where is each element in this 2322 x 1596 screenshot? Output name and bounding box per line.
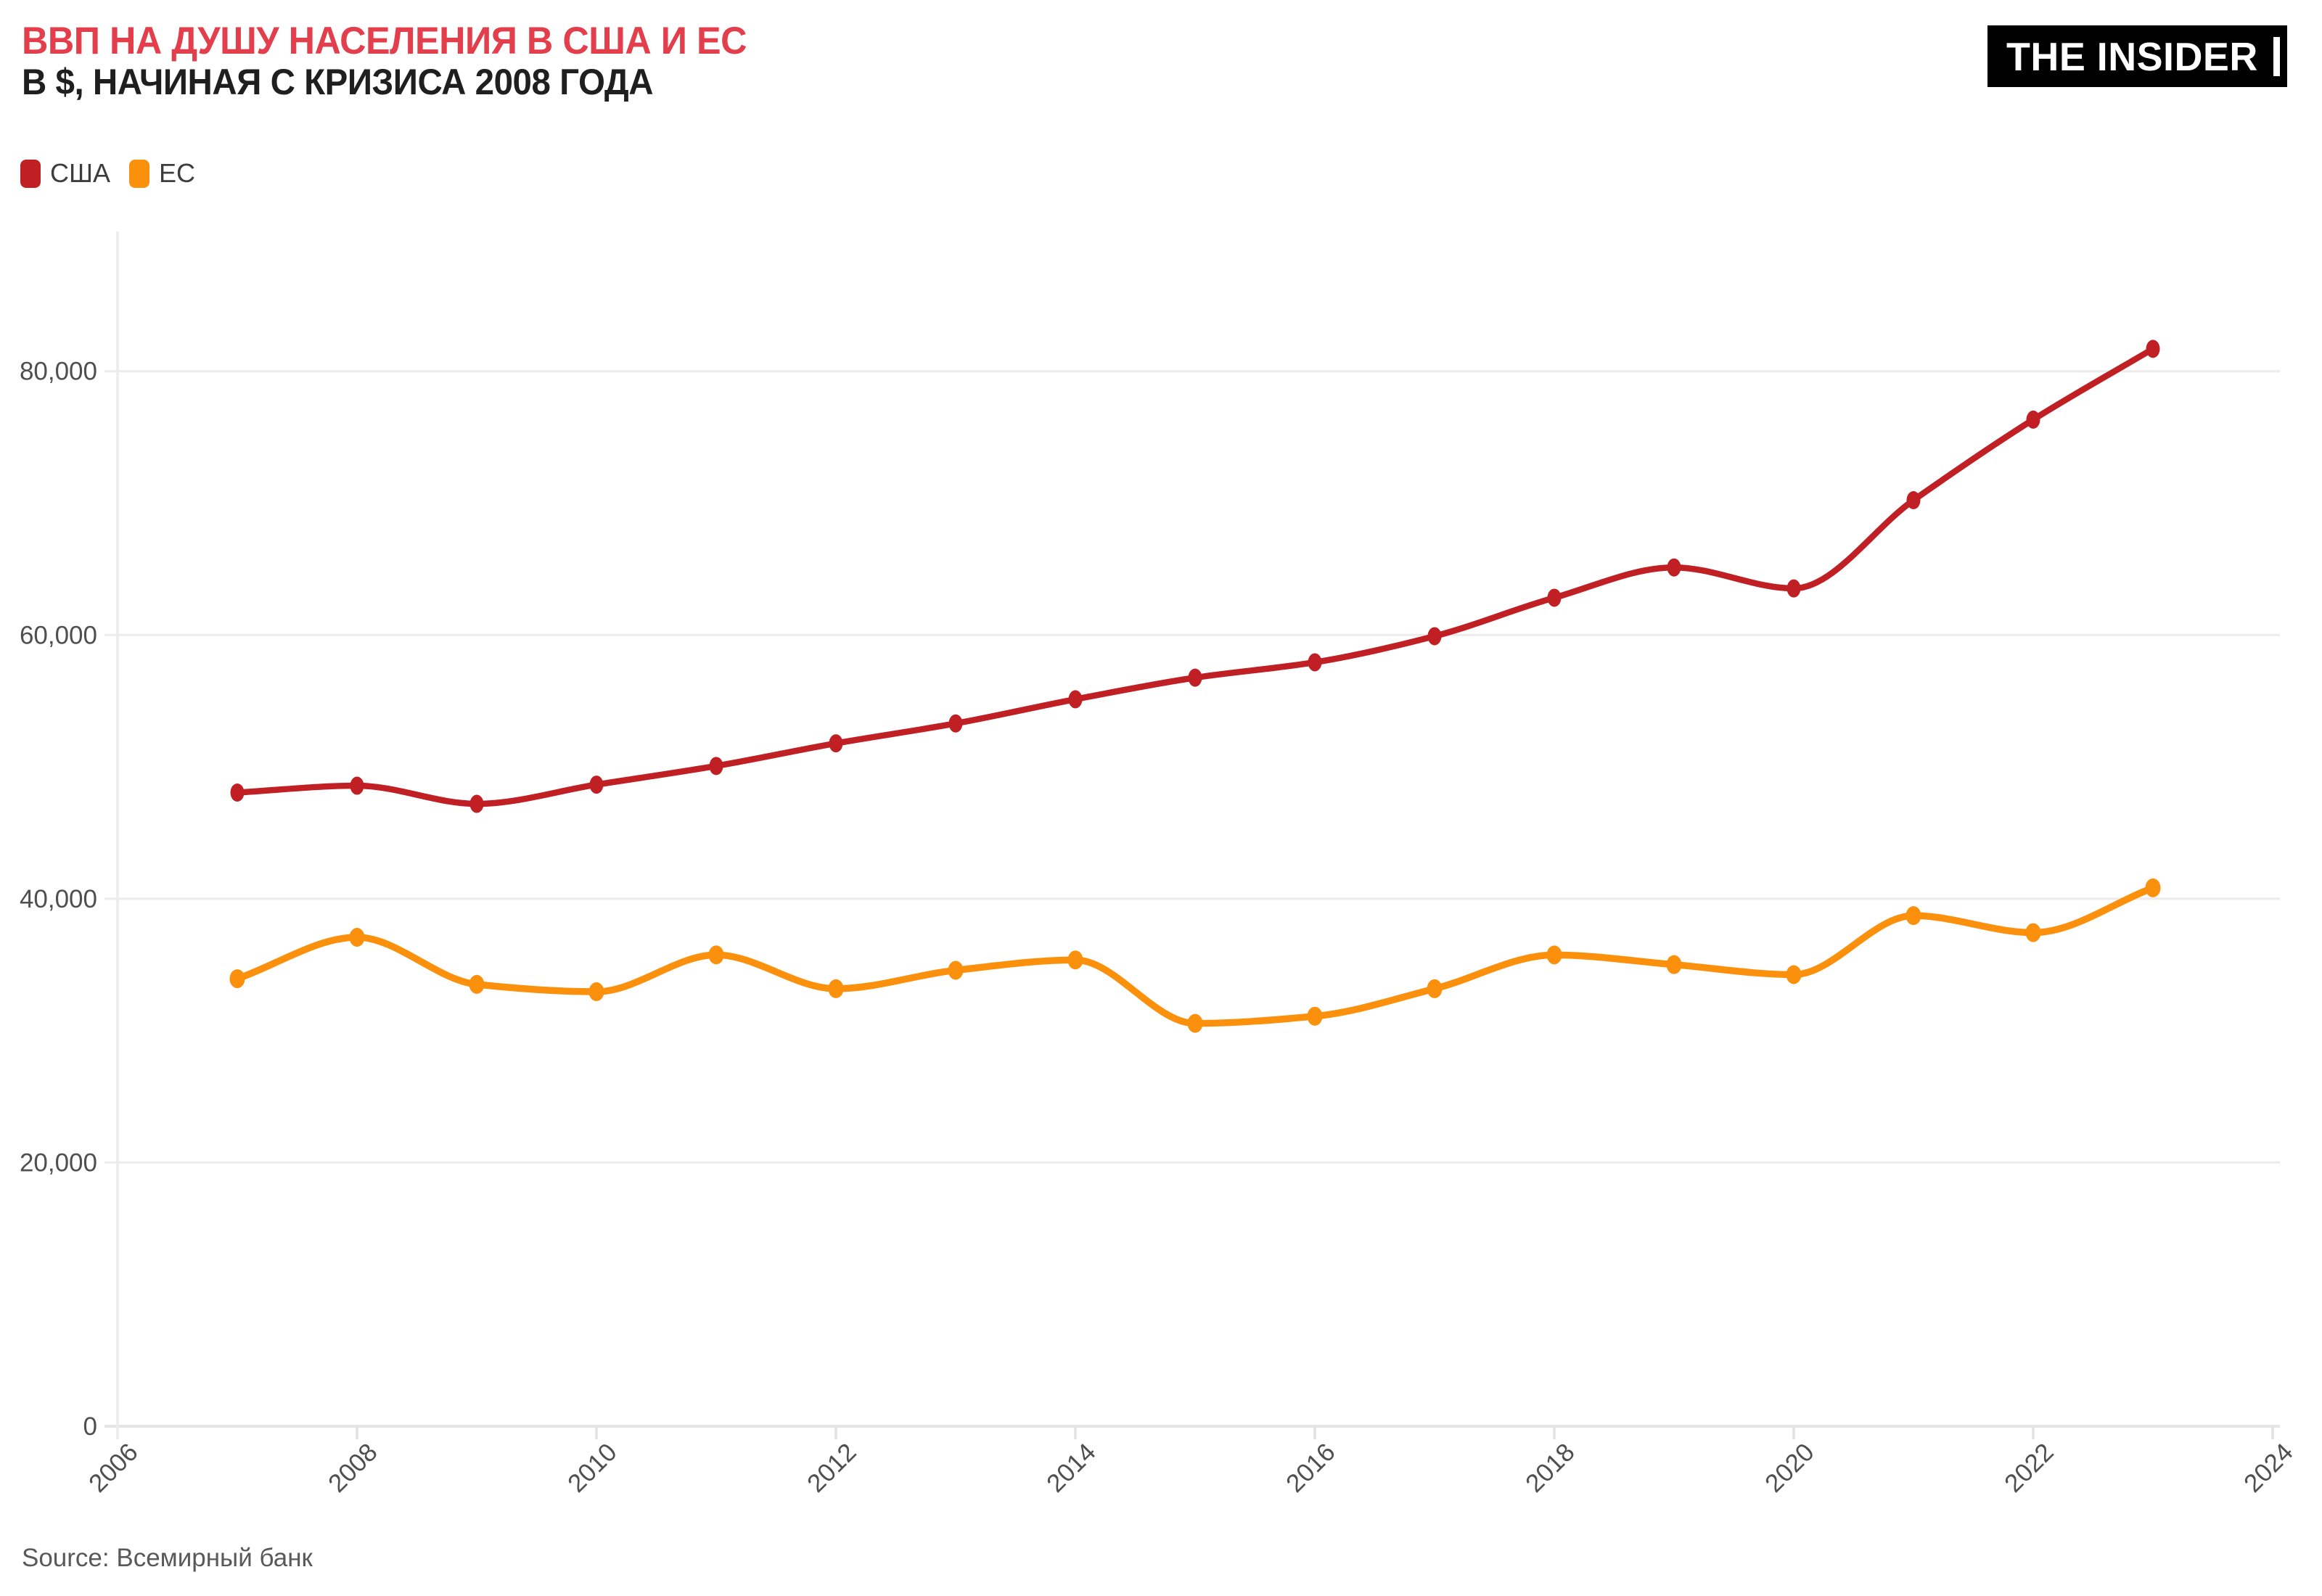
data-point-eu	[229, 969, 245, 989]
legend-label-eu: ЕС	[159, 158, 196, 188]
data-point-usa	[2146, 340, 2160, 358]
data-point-eu	[1786, 965, 1802, 984]
data-point-usa	[1427, 627, 1442, 646]
logo-text: THE INSIDER	[2006, 33, 2258, 79]
data-point-usa	[829, 734, 843, 753]
data-point-usa	[2026, 410, 2040, 429]
x-tick-label: 2024	[2239, 1438, 2299, 1498]
y-tick-label: 60,000	[20, 621, 97, 649]
legend-label-usa: США	[50, 158, 111, 188]
data-point-usa	[709, 757, 723, 776]
data-point-usa	[1188, 668, 1202, 687]
data-point-eu	[948, 961, 964, 980]
data-point-usa	[230, 783, 245, 802]
logo-cursor-bar	[2273, 36, 2280, 76]
data-point-usa	[1906, 491, 1921, 510]
x-tick-label: 2012	[802, 1438, 862, 1498]
y-tick-label: 40,000	[20, 885, 97, 913]
data-point-eu	[828, 979, 844, 998]
series-line-usa	[234, 345, 2157, 807]
x-tick-label: 2008	[323, 1438, 383, 1498]
data-point-eu	[349, 928, 365, 947]
legend-item-usa: США	[20, 158, 110, 189]
data-point-usa	[1547, 588, 1562, 607]
x-tick-label: 2018	[1520, 1438, 1580, 1498]
data-point-eu	[2025, 923, 2041, 942]
data-point-usa	[589, 776, 604, 794]
x-tick-label: 2016	[1281, 1438, 1341, 1498]
data-point-eu	[588, 982, 604, 1002]
data-point-eu	[1546, 945, 1562, 965]
y-tick-label: 80,000	[20, 358, 97, 386]
legend-swatch-eu	[129, 159, 150, 188]
data-point-eu	[469, 974, 485, 994]
data-point-eu	[1427, 979, 1443, 998]
x-tick-label: 2020	[1760, 1438, 1820, 1498]
legend-swatch-usa	[20, 159, 41, 188]
y-tick-label: 20,000	[20, 1148, 97, 1177]
data-point-usa	[350, 776, 364, 795]
data-point-usa	[1667, 558, 1681, 577]
chart-subtitle: В $, НАЧИНАЯ С КРИЗИСА 2008 ГОДА	[22, 62, 654, 102]
y-tick-label: 0	[83, 1412, 97, 1441]
x-tick-label: 2014	[1041, 1438, 1101, 1498]
data-point-eu	[1307, 1006, 1323, 1026]
chart-legend: США ЕС	[20, 158, 195, 189]
data-point-eu	[1187, 1013, 1203, 1033]
data-point-eu	[1905, 906, 1921, 926]
chart-title: ВВП НА ДУШУ НАСЕЛЕНИЯ В США И ЕС	[22, 20, 747, 62]
x-tick-label: 2022	[1999, 1438, 2059, 1498]
x-tick-label: 2006	[83, 1438, 144, 1498]
data-point-eu	[2145, 878, 2161, 897]
series-line-eu	[234, 884, 2157, 1027]
data-point-eu	[1067, 950, 1083, 970]
data-point-usa	[1786, 579, 1801, 598]
data-point-eu	[1666, 955, 1682, 974]
data-point-usa	[469, 794, 484, 813]
source-note: Source: Всемирный банк	[22, 1544, 313, 1572]
data-point-usa	[1068, 690, 1083, 709]
data-point-usa	[1308, 653, 1322, 672]
legend-item-eu: ЕС	[129, 158, 195, 189]
the-insider-logo: THE INSIDER	[1987, 25, 2287, 87]
data-point-usa	[948, 714, 963, 733]
x-tick-label: 2010	[562, 1438, 623, 1498]
data-point-eu	[708, 945, 724, 965]
